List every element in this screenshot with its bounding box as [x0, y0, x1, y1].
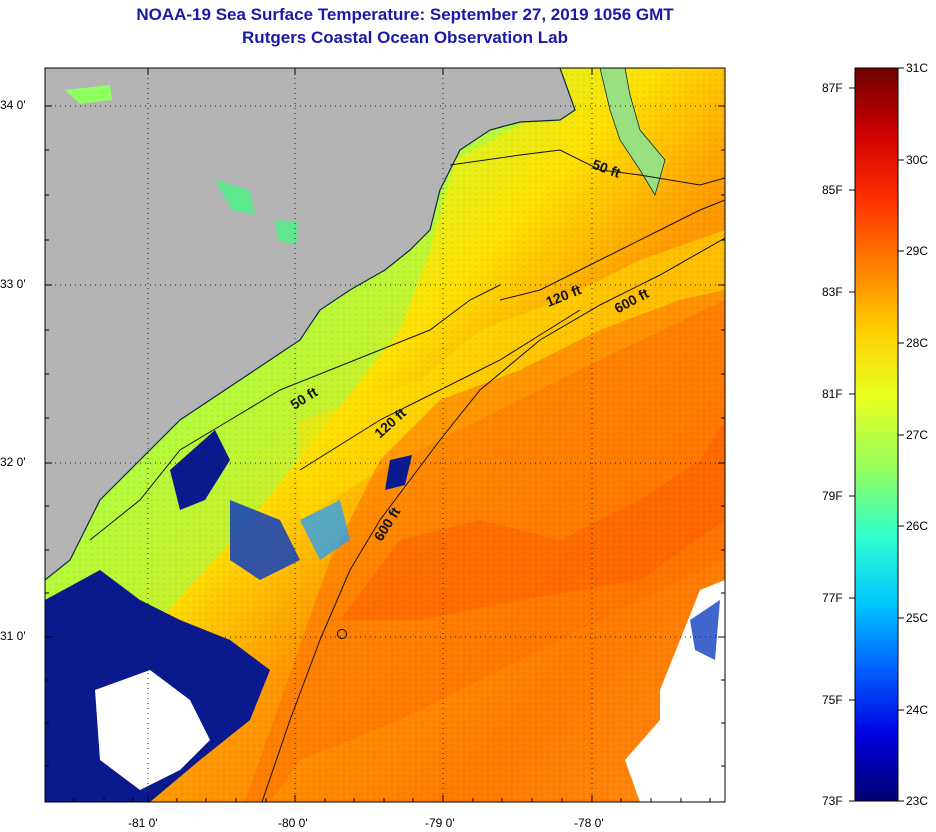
lat-label: 33 0' — [0, 277, 26, 291]
lon-label: -81 0' — [128, 816, 158, 830]
colorbar-label-c: 24C — [906, 703, 929, 717]
contour-600ft — [261, 237, 725, 802]
colorbar-label-f: 85F — [822, 183, 843, 197]
colorbar-label-c: 23C — [906, 794, 929, 808]
colorbar — [854, 67, 899, 802]
inland-lake — [65, 85, 112, 104]
colorbar-ticks — [849, 67, 904, 802]
lon-label: -78 0' — [574, 816, 604, 830]
colorbar-label-c: 29C — [906, 244, 929, 258]
lat-label: 32 0' — [0, 455, 26, 469]
coastline — [45, 68, 576, 581]
colorbar-label-f: 83F — [822, 285, 843, 299]
lon-label: -79 0' — [425, 816, 455, 830]
colorbar-label-c: 25C — [906, 611, 929, 625]
lon-label: -80 0' — [278, 816, 308, 830]
colorbar-label-c: 27C — [906, 428, 929, 442]
graticule — [45, 68, 725, 802]
colorbar-label-c: 28C — [906, 336, 929, 350]
axis-ticks — [45, 68, 725, 802]
map-subtitle: Rutgers Coastal Ocean Observation Lab — [242, 28, 568, 47]
cloud-mask — [95, 670, 210, 790]
lat-label: 31 0' — [0, 629, 26, 643]
colorbar-label-c: 31C — [906, 61, 929, 75]
lat-label: 34 0' — [0, 98, 26, 112]
contour-50ft — [449, 149, 725, 186]
contour-50ft-inner — [89, 284, 501, 541]
colorbar-label-c: 30C — [906, 153, 929, 167]
colorbar-label-f: 77F — [822, 591, 843, 605]
contour-120ft — [499, 199, 725, 301]
colorbar-label-f: 73F — [822, 794, 843, 808]
cold-patch — [170, 430, 230, 510]
map-title: NOAA-19 Sea Surface Temperature: Septemb… — [136, 5, 674, 24]
colorbar-label-f: 87F — [822, 81, 843, 95]
map-frame — [44, 67, 726, 803]
cold-patch — [690, 600, 720, 660]
cold-patch — [230, 500, 300, 580]
contour-120ft-inner — [299, 309, 581, 471]
inland-lake — [215, 180, 255, 215]
colorbar-label-f: 81F — [822, 387, 843, 401]
cold-patch — [385, 455, 412, 490]
colorbar-label-f: 75F — [822, 693, 843, 707]
map-image — [45, 68, 725, 802]
station-marker — [337, 629, 347, 639]
cold-patch — [300, 500, 350, 560]
inland-lake — [275, 220, 298, 245]
coastal-sound — [599, 68, 666, 196]
colorbar-label-c: 26C — [906, 519, 929, 533]
colorbar-label-f: 79F — [822, 489, 843, 503]
